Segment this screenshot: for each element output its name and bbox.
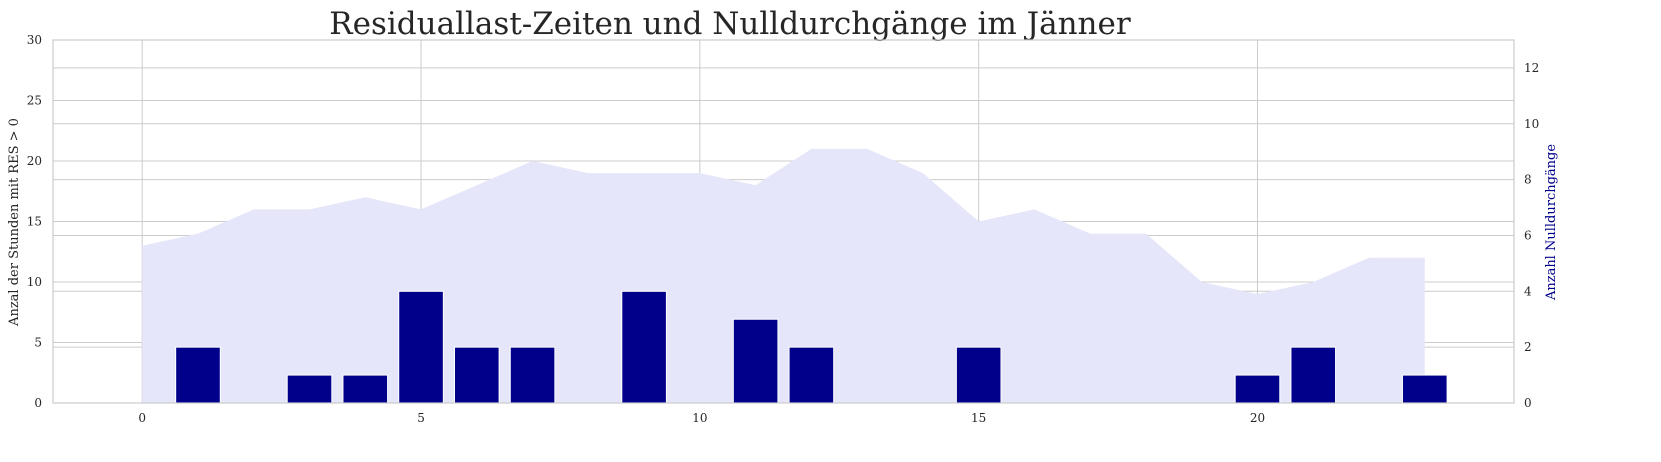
left-y-axis-label: Anzal der Stunden mit RES > 0: [7, 118, 22, 327]
bar: [1401, 374, 1448, 404]
bar: [509, 346, 556, 404]
right-y-axis-ticks: 0 2 4 6 8 10 12: [1524, 61, 1539, 410]
right-y-tick-label: 8: [1524, 173, 1532, 187]
x-tick-label: 0: [138, 411, 146, 425]
right-y-tick-label: 12: [1524, 61, 1539, 75]
right-y-tick-label: 0: [1524, 396, 1532, 410]
left-y-tick-label: 20: [27, 154, 42, 168]
right-y-tick-label: 4: [1524, 284, 1532, 298]
left-y-tick-label: 10: [27, 275, 42, 289]
right-y-tick-label: 2: [1524, 340, 1532, 354]
plot-frame: [52, 39, 1515, 404]
bar: [955, 346, 1002, 404]
right-y-tick-label: 6: [1524, 228, 1532, 242]
area-series: [142, 148, 1425, 403]
x-tick-label: 15: [971, 411, 986, 425]
bar: [175, 346, 221, 404]
x-tick-label: 5: [417, 411, 425, 425]
left-y-tick-label: 30: [27, 33, 42, 47]
right-y-axis-label: Anzahl Nulldurchgänge: [1544, 144, 1559, 301]
area-fill: [142, 148, 1425, 403]
bar: [286, 374, 333, 404]
x-tick-label: 20: [1250, 411, 1265, 425]
left-y-tick-label: 5: [34, 336, 42, 350]
bar: [1290, 346, 1337, 404]
bar: [342, 374, 389, 404]
bar: [453, 346, 500, 404]
left-y-tick-label: 25: [27, 94, 42, 108]
x-tick-label: 10: [692, 411, 707, 425]
bar: [398, 290, 444, 404]
left-y-tick-label: 15: [27, 215, 42, 229]
bar: [788, 346, 835, 404]
bar: [1234, 374, 1281, 404]
bar-series: [175, 290, 1448, 404]
x-axis-ticks: 0 5 10 15 20: [138, 411, 1265, 425]
left-y-tick-label: 0: [34, 396, 42, 410]
left-y-axis-ticks: 0 5 10 15 20 25 30: [27, 33, 42, 410]
chart-title: Residuallast-Zeiten und Nulldurchgänge i…: [329, 6, 1131, 42]
bar: [732, 318, 779, 404]
bar: [621, 290, 667, 404]
right-y-tick-label: 10: [1524, 117, 1539, 131]
